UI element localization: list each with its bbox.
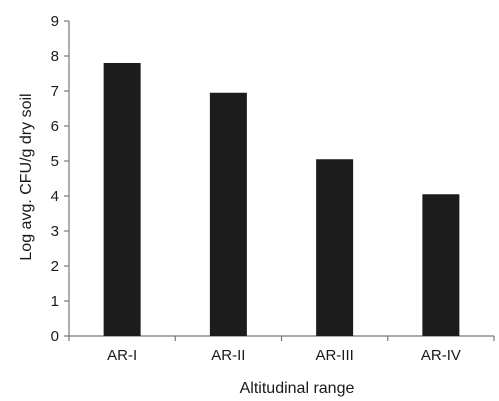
x-tick-label: AR-III bbox=[315, 347, 353, 364]
y-axis: 0 1 2 3 4 5 6 7 8 9 bbox=[51, 13, 70, 345]
bar-ar-iii bbox=[316, 159, 354, 336]
y-tick-label: 4 bbox=[51, 188, 59, 205]
y-tick-label: 5 bbox=[51, 153, 59, 170]
y-tick-label: 7 bbox=[51, 83, 59, 100]
y-tick-label: 2 bbox=[51, 258, 59, 275]
x-tick-label: AR-IV bbox=[421, 347, 461, 364]
x-axis-title: Altitudinal range bbox=[240, 380, 355, 397]
bar-ar-iv bbox=[422, 194, 460, 336]
bars bbox=[103, 63, 460, 336]
x-tick-label: AR-I bbox=[107, 347, 137, 364]
bar-ar-i bbox=[103, 63, 141, 336]
y-tick-label: 1 bbox=[51, 293, 59, 310]
y-tick-label: 9 bbox=[51, 13, 59, 30]
x-tick-label: AR-II bbox=[211, 347, 245, 364]
y-tick-label: 0 bbox=[51, 328, 59, 345]
bar-ar-ii bbox=[209, 92, 247, 336]
y-tick-label: 8 bbox=[51, 48, 59, 65]
y-axis-title: Log avg. CFU/g dry soil bbox=[18, 93, 35, 260]
y-tick-label: 3 bbox=[51, 223, 59, 240]
y-tick-label: 6 bbox=[51, 118, 59, 135]
x-axis: AR-I AR-II AR-III AR-IV bbox=[68, 335, 495, 364]
